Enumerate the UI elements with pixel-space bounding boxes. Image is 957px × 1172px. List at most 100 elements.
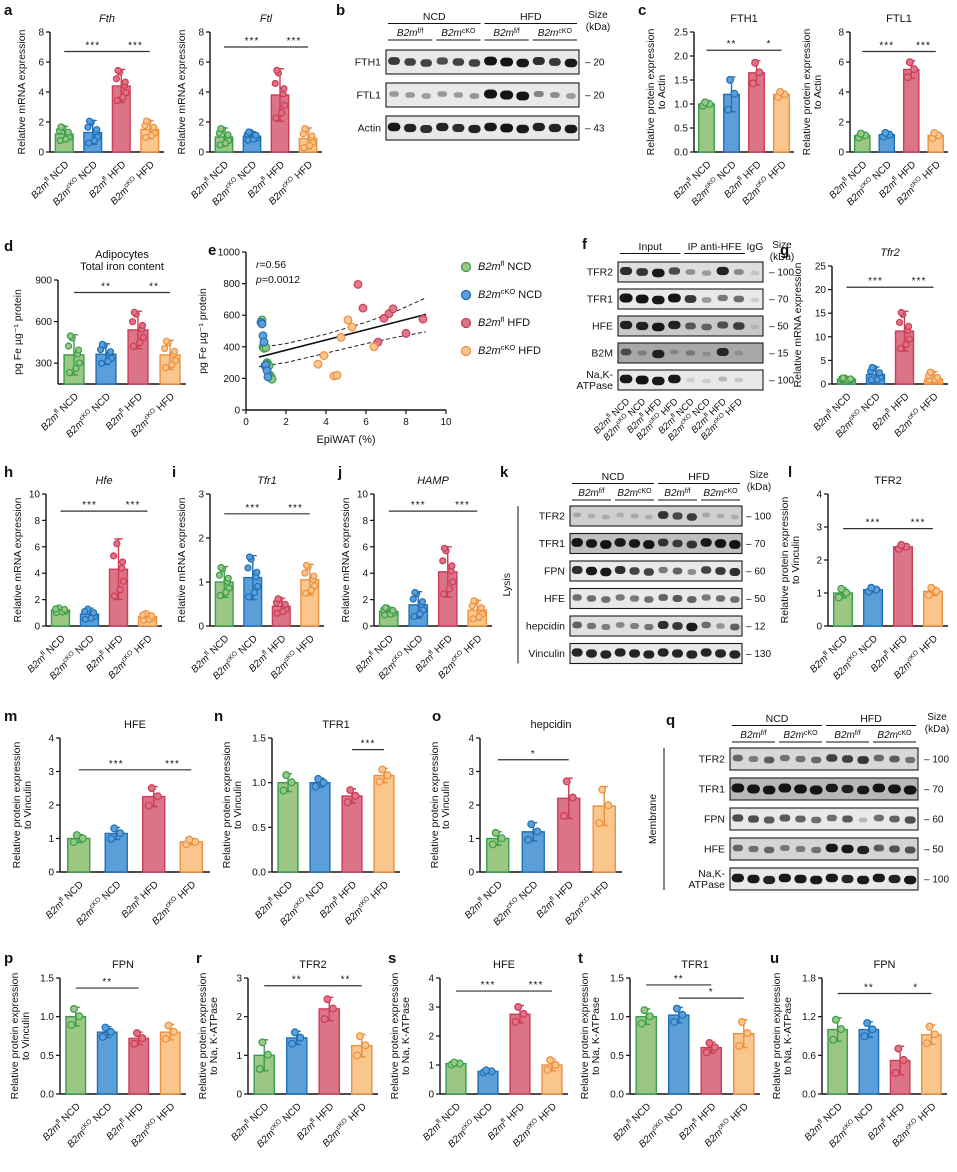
data-point [867, 376, 876, 384]
svg-text:IgG: IgG [746, 241, 763, 253]
svg-text:IP anti-HFE: IP anti-HFE [688, 241, 742, 253]
blot-band [856, 785, 870, 795]
blot-band [701, 323, 712, 331]
blot-band [585, 649, 598, 658]
svg-text:***: *** [916, 41, 931, 52]
panel-g-chart-tfr2: Relative mRNA expression Tfr2 0 5 10 15 20 25 B2… [788, 236, 956, 462]
data-point [215, 571, 224, 579]
data-point [533, 827, 542, 836]
blot-strip [385, 49, 580, 75]
data-point [98, 340, 106, 349]
data-point [595, 819, 604, 828]
svg-text:– 12: – 12 [746, 622, 766, 633]
data-point [113, 540, 121, 548]
blot-band [619, 374, 633, 384]
data-point [66, 332, 74, 340]
svg-text:***: *** [912, 276, 927, 287]
legend-swatch [460, 345, 472, 357]
blot-band [668, 374, 681, 384]
data-point [905, 58, 914, 67]
blot-band [715, 595, 726, 602]
blot-band [500, 123, 514, 133]
data-point [710, 1043, 719, 1052]
data-point [185, 835, 194, 844]
data-point [834, 593, 843, 602]
blot-band [701, 270, 712, 276]
svg-text:0: 0 [820, 380, 826, 391]
blot-band [573, 512, 582, 518]
svg-text:0: 0 [48, 868, 54, 879]
data-point [280, 85, 288, 93]
svg-text:hepcidin: hepcidin [526, 621, 565, 633]
panel-r-chart-tfr2-membrane: Relative protein expression to Na, K-ATPa… [196, 948, 386, 1172]
data-point [353, 1051, 362, 1060]
bar-chart-hfe-mem: Relative protein expression to Na, K-ATPa… [389, 959, 568, 1150]
svg-text:0: 0 [428, 1090, 434, 1101]
blot-band [672, 512, 683, 520]
blot-band [857, 756, 869, 764]
svg-text:Input: Input [639, 241, 662, 253]
blot-band [469, 93, 480, 99]
svg-text:Size: Size [749, 470, 769, 481]
blot-band [628, 539, 641, 548]
data-point [74, 346, 83, 354]
data-point [491, 828, 500, 837]
data-point [253, 582, 262, 591]
svg-text:B2mcKO: B2mcKO [441, 28, 476, 39]
data-point [448, 562, 456, 570]
data-point [672, 1004, 681, 1013]
svg-text:to Na, K-ATPase: to Na, K-ATPase [400, 997, 412, 1075]
panel-p-chart-fpn-protein: Relative protein expression to Vinculin FP… [8, 948, 194, 1172]
blot-band [600, 567, 612, 577]
svg-text:– 100: – 100 [769, 376, 794, 387]
data-point [873, 376, 881, 384]
data-point [904, 322, 913, 330]
svg-text:– 20: – 20 [585, 91, 605, 102]
data-point [314, 774, 323, 783]
legend-label: B2mcKO HFD [478, 343, 541, 357]
blot-strip [385, 82, 580, 108]
blot-band [616, 512, 624, 518]
svg-text:to Vinculin: to Vinculin [440, 781, 452, 829]
blot-band [888, 784, 901, 794]
blot-band [763, 846, 775, 854]
bar-chart-hfe-prot: Relative protein expression to Vinculin HF… [11, 719, 210, 928]
svg-text:3: 3 [468, 767, 474, 778]
data-point [274, 595, 282, 603]
svg-text:1.5: 1.5 [610, 974, 624, 985]
blot-band [731, 783, 745, 793]
data-point [281, 600, 289, 608]
svg-text:***: *** [866, 518, 881, 529]
panel-o-chart-hepcidin-protein: Relative protein expression to Vinculin he… [428, 708, 630, 950]
blot-band [585, 539, 598, 548]
svg-text:FPN: FPN [704, 814, 725, 826]
data-point [894, 1044, 903, 1053]
panel-i-chart-tfr1: Relative mRNA expression Tfr1 0 1 2 3 B2mfl NC… [172, 464, 332, 704]
panel-letter-t: t [578, 950, 583, 967]
data-point [410, 612, 418, 621]
svg-text:***: *** [911, 518, 926, 529]
blot-band [601, 624, 611, 630]
blot-band [747, 874, 760, 884]
blot-band [600, 540, 612, 549]
data-point [475, 613, 483, 621]
data-point [305, 142, 314, 150]
bar-chart-hamp-mrna: Relative mRNA expressionHAMP0246810B2mfl… [340, 475, 492, 682]
data-point [253, 568, 261, 576]
svg-text:TFR1: TFR1 [322, 719, 350, 731]
data-point [511, 1017, 520, 1026]
bar [667, 1014, 690, 1095]
panel-letter-m: m [4, 708, 18, 725]
svg-text:*: * [767, 39, 772, 50]
blot-band [905, 756, 916, 764]
data-point [837, 584, 846, 593]
svg-text:***: *** [529, 980, 544, 991]
svg-text:*: * [531, 749, 536, 760]
data-point [875, 369, 884, 377]
blot-band [420, 125, 433, 133]
blot-band [615, 594, 625, 601]
blot-band [672, 595, 683, 602]
data-point [72, 364, 80, 373]
svg-text:– 100: – 100 [924, 875, 949, 886]
blot-band [762, 785, 776, 795]
